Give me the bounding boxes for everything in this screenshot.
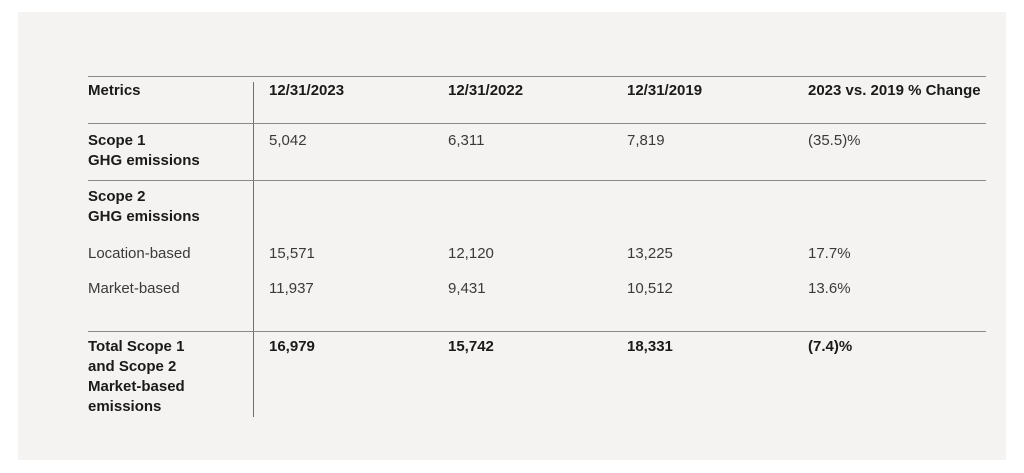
- scope1-label-line2: GHG emissions: [88, 152, 200, 169]
- scope2-label-line2: GHG emissions: [88, 208, 200, 225]
- total-label-line2: and Scope 2: [88, 358, 177, 375]
- location-based-label: Location-based: [88, 245, 191, 262]
- header-2019: 12/31/2019: [627, 82, 703, 99]
- scope1-2022: 6,311: [448, 132, 485, 149]
- header-2023: 12/31/2023: [269, 82, 345, 99]
- scope1-change: (35.5)%: [808, 132, 861, 149]
- total-label-line1: Total Scope 1: [88, 338, 185, 355]
- market-based-2019: 10,512: [627, 280, 673, 297]
- scope2-label-line1: Scope 2: [88, 188, 146, 205]
- market-based-change: 13.6%: [808, 280, 851, 297]
- location-based-change: 17.7%: [808, 245, 851, 262]
- header-rule: [88, 123, 986, 124]
- location-based-2019: 13,225: [627, 245, 673, 262]
- emissions-card: Metrics 12/31/2023 12/31/2022 12/31/2019…: [18, 12, 1006, 460]
- scope1-2023: 5,042: [269, 132, 307, 149]
- market-based-2022: 9,431: [448, 280, 486, 297]
- total-label-line3: Market-based: [88, 378, 185, 395]
- scope1-label-line1: Scope 1: [88, 132, 146, 149]
- total-2022: 15,742: [448, 338, 494, 355]
- total-2019: 18,331: [627, 338, 673, 355]
- table-top-rule: [88, 76, 986, 77]
- market-based-label: Market-based: [88, 280, 180, 297]
- total-2023: 16,979: [269, 338, 315, 355]
- location-based-2023: 15,571: [269, 245, 315, 262]
- scope1-rule: [88, 180, 986, 181]
- header-change: 2023 vs. 2019 % Change: [808, 82, 981, 99]
- table-column-divider: [253, 82, 254, 417]
- header-2022: 12/31/2022: [448, 82, 524, 99]
- market-based-2023: 11,937: [269, 280, 314, 297]
- total-label-line4: emissions: [88, 398, 162, 415]
- total-rule: [88, 331, 986, 332]
- total-change: (7.4)%: [808, 338, 853, 355]
- scope1-2019: 7,819: [627, 132, 665, 149]
- location-based-2022: 12,120: [448, 245, 494, 262]
- header-metrics: Metrics: [88, 82, 141, 99]
